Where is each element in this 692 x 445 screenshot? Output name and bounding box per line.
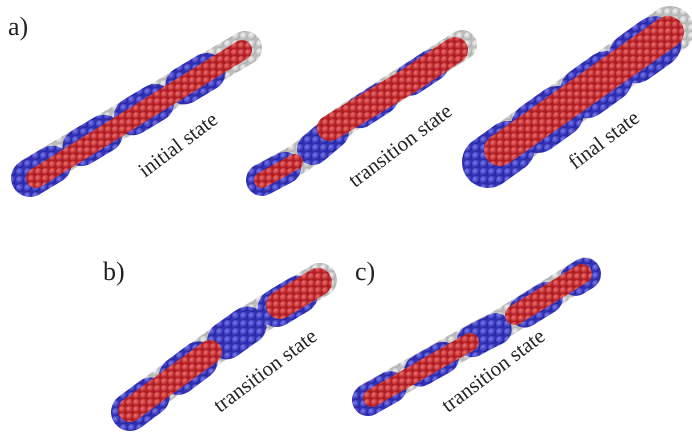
panel-label: a) <box>8 12 28 41</box>
structure <box>30 48 245 178</box>
panel-label: b) <box>103 257 125 286</box>
core <box>500 32 668 150</box>
core <box>280 282 318 305</box>
page: a) b) c) initial state transition state … <box>0 0 692 445</box>
figure: a) b) c) initial state transition state … <box>0 0 692 445</box>
panel-label: c) <box>355 257 375 286</box>
